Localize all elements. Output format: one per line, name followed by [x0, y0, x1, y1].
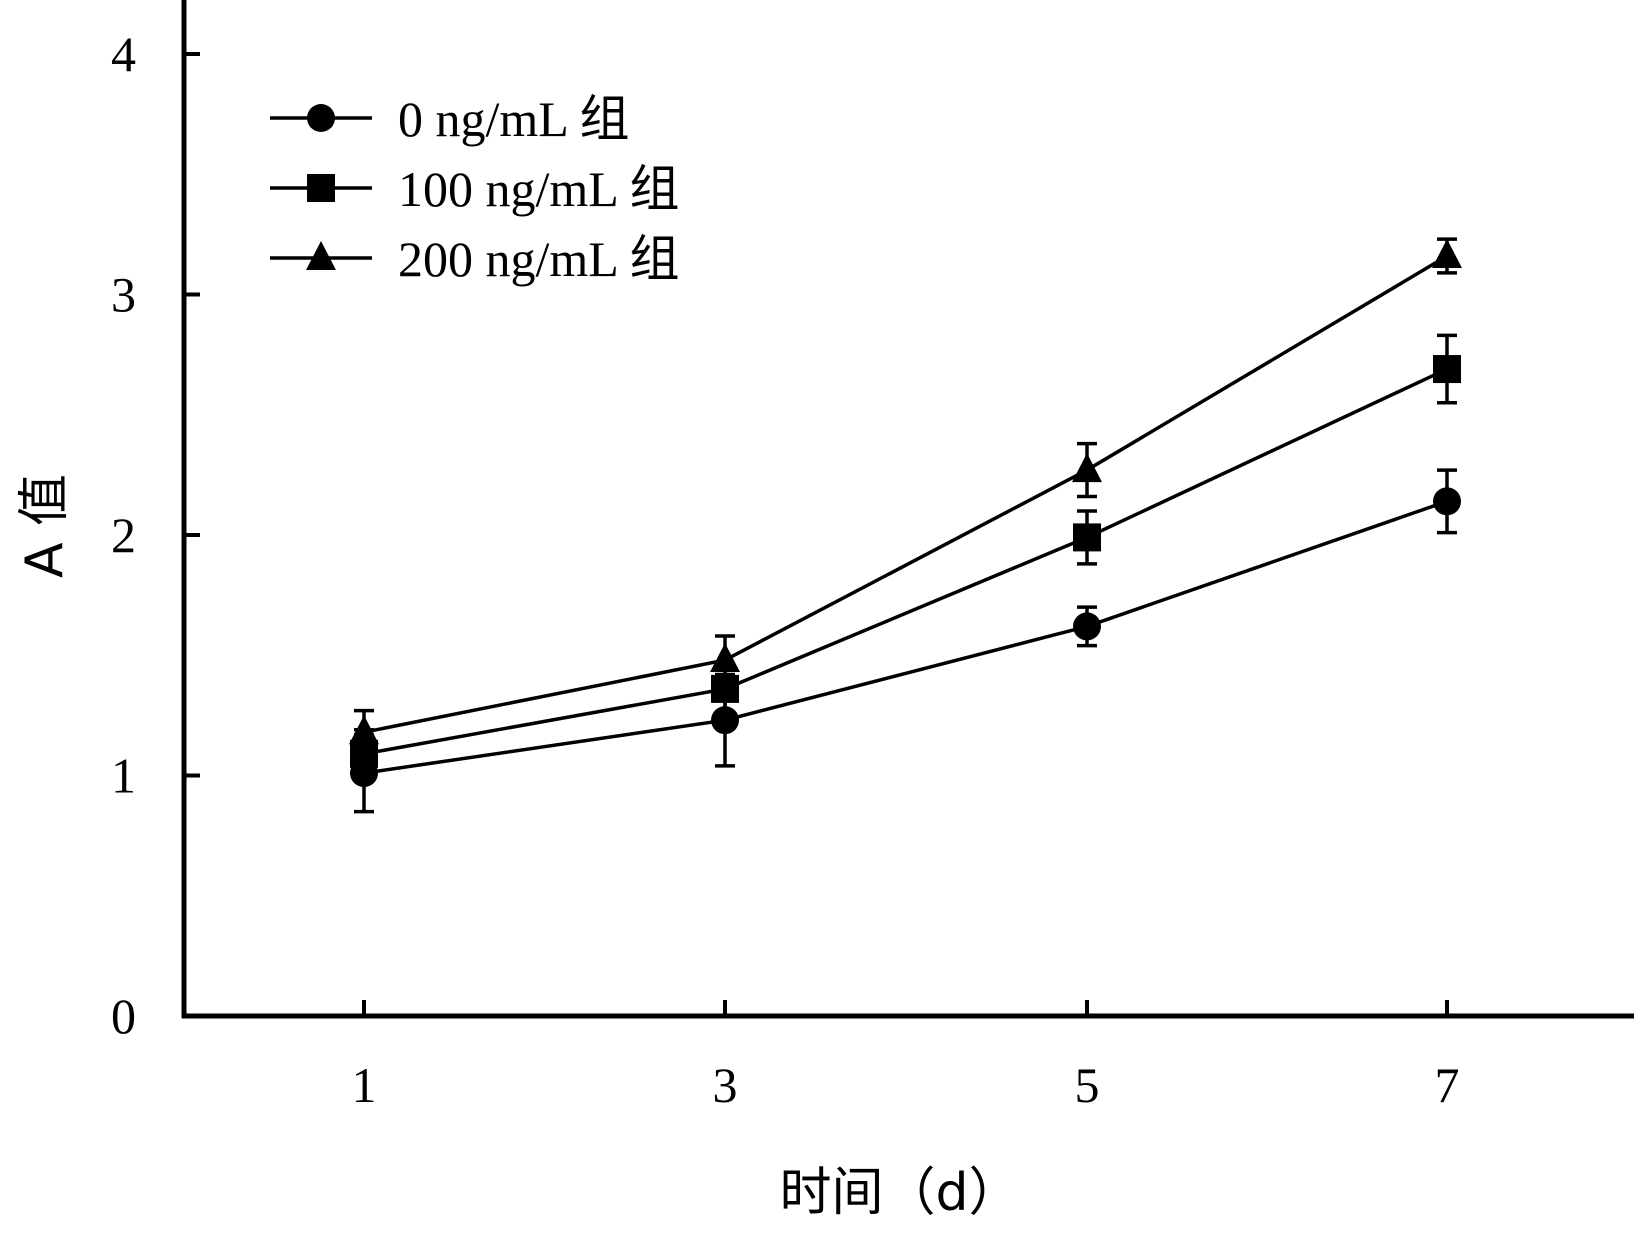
legend-label: 200 ng/mL 组 — [398, 231, 679, 287]
legend-label: 0 ng/mL 组 — [398, 91, 629, 147]
y-tick-label: 3 — [111, 267, 136, 323]
data-point — [710, 643, 740, 673]
data-point — [1072, 453, 1102, 483]
x-tick-label: 1 — [352, 1057, 377, 1113]
legend-marker — [307, 104, 335, 132]
data-point — [1432, 239, 1462, 269]
x-tick-label: 5 — [1075, 1057, 1100, 1113]
x-tick-label: 3 — [713, 1057, 738, 1113]
series-triangle — [349, 237, 1462, 756]
series-line — [363, 367, 1448, 756]
legend-item: 200 ng/mL 组 — [270, 231, 679, 287]
legend-item: 100 ng/mL 组 — [270, 161, 679, 217]
data-point — [1433, 487, 1461, 516]
legend-marker — [306, 241, 336, 270]
data-point — [1073, 612, 1101, 641]
series-line — [363, 499, 1448, 775]
x-ticks: 1 3 5 7 — [352, 1000, 1460, 1113]
legend-marker — [307, 174, 335, 202]
x-axis-title: 时间（d） — [779, 1163, 1020, 1223]
y-tick-label: 2 — [111, 507, 136, 563]
axes — [181, 0, 1634, 1019]
y-tick-label: 1 — [111, 748, 136, 804]
series-square — [350, 333, 1461, 780]
series-layer — [349, 237, 1462, 814]
data-point — [1433, 355, 1461, 384]
legend-label: 100 ng/mL 组 — [398, 161, 679, 217]
legend: 0 ng/mL 组 100 ng/mL 组 200 ng/mL 组 — [270, 91, 679, 287]
y-axis-title: A 值 — [15, 474, 75, 578]
data-point — [349, 715, 379, 745]
y-tick-label: 4 — [111, 26, 136, 82]
series-circle — [350, 468, 1461, 814]
y-ticks: 0 1 2 3 4 — [111, 26, 200, 1044]
legend-item: 0 ng/mL 组 — [270, 91, 629, 147]
x-tick-label: 7 — [1435, 1057, 1460, 1113]
series-line — [363, 254, 1448, 734]
data-point — [1073, 523, 1101, 552]
y-tick-label: 0 — [111, 988, 136, 1044]
